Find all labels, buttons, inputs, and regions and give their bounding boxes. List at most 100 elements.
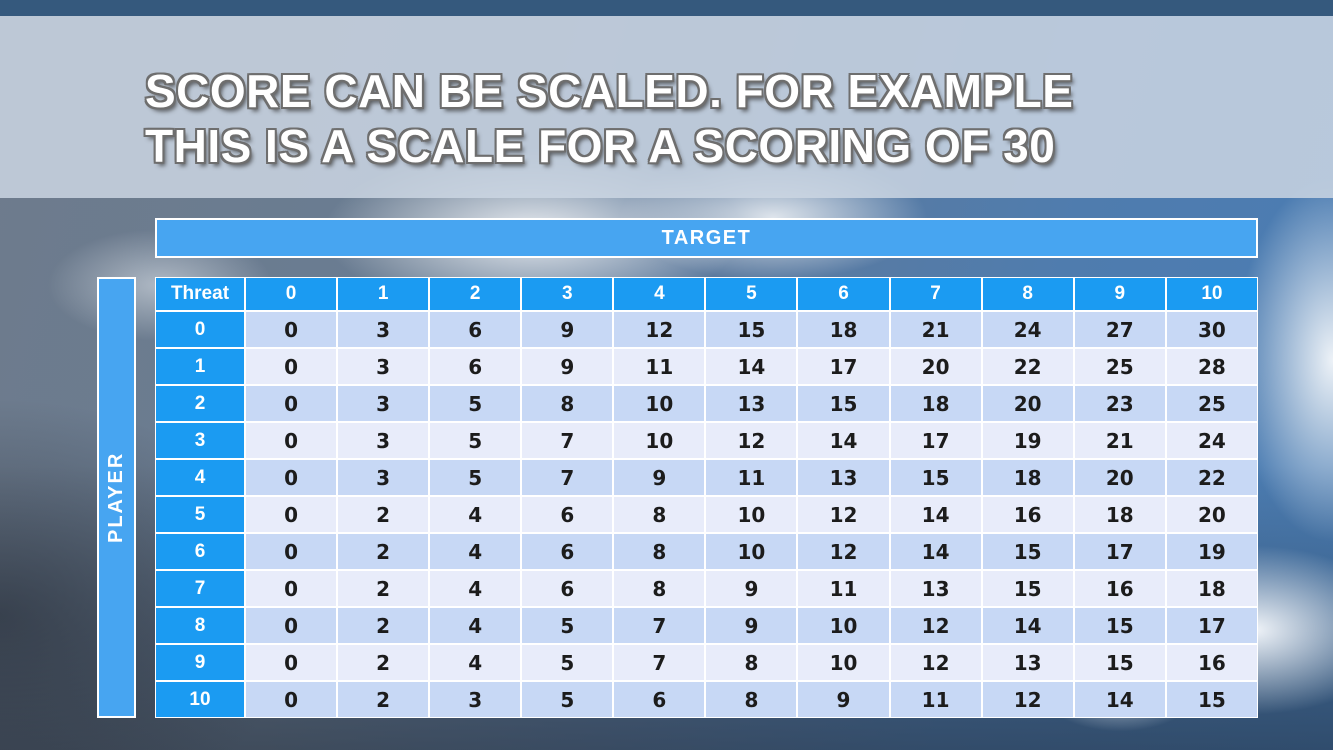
threat-row-label: 10	[155, 681, 245, 718]
score-cell: 2	[337, 681, 430, 718]
score-cell: 9	[613, 459, 706, 496]
score-cell: 18	[1073, 496, 1166, 533]
score-cell: 5	[429, 422, 522, 459]
score-cell: 15	[1073, 644, 1166, 681]
score-cell: 0	[245, 533, 338, 570]
score-cell: 20	[889, 348, 982, 385]
matrix-row: 0 0 3 6 9 12 15 18 21 24 27 30	[155, 311, 1258, 348]
matrix-header-row: Threat 0 1 2 3 4 5 6 7 8 9 10	[155, 277, 1258, 311]
score-cell: 2	[337, 533, 430, 570]
score-cell: 15	[889, 459, 982, 496]
score-cell: 13	[889, 570, 982, 607]
score-cell: 12	[613, 311, 706, 348]
player-axis-bar: PLAYER	[97, 277, 136, 718]
matrix-row: 4 0 3 5 7 9 11 13 15 18 20 22	[155, 459, 1258, 496]
matrix-header: Threat 0 1 2 3 4 5 6 7 8 9 10	[155, 277, 1258, 311]
score-cell: 12	[797, 533, 890, 570]
score-cell: 13	[705, 385, 798, 422]
matrix-row: 8 0 2 4 5 7 9 10 12 14 15 17	[155, 607, 1258, 644]
score-cell: 17	[889, 422, 982, 459]
score-cell: 16	[1165, 644, 1258, 681]
matrix-body: 0 0 3 6 9 12 15 18 21 24 27 30 1 0 3 6 9 11 14 17 20 22 25 28 2 0…	[155, 311, 1258, 718]
score-cell: 0	[245, 311, 338, 348]
score-cell: 15	[705, 311, 798, 348]
score-cell: 7	[521, 459, 614, 496]
score-cell: 4	[429, 533, 522, 570]
target-column-header: 10	[1165, 277, 1258, 311]
score-cell: 30	[1165, 311, 1258, 348]
target-axis-bar: TARGET	[155, 218, 1258, 258]
score-cell: 12	[889, 644, 982, 681]
score-cell: 9	[705, 570, 798, 607]
score-cell: 17	[1073, 533, 1166, 570]
score-cell: 15	[1073, 607, 1166, 644]
score-cell: 27	[1073, 311, 1166, 348]
threat-row-label: 8	[155, 607, 245, 644]
score-cell: 9	[797, 681, 890, 718]
score-cell: 3	[337, 348, 430, 385]
score-cell: 11	[705, 459, 798, 496]
score-cell: 4	[429, 607, 522, 644]
target-axis-label: TARGET	[661, 226, 752, 249]
score-cell: 0	[245, 385, 338, 422]
score-cell: 9	[521, 348, 614, 385]
score-cell: 3	[337, 459, 430, 496]
score-cell: 2	[337, 607, 430, 644]
score-cell: 0	[245, 496, 338, 533]
matrix-row: 10 0 2 3 5 6 8 9 11 12 14 15	[155, 681, 1258, 718]
score-cell: 21	[889, 311, 982, 348]
score-matrix-table: Threat 0 1 2 3 4 5 6 7 8 9 10 0 0 3 6 9 12 15 18 21 24 27 30 1…	[155, 277, 1258, 718]
score-cell: 14	[889, 496, 982, 533]
score-cell: 12	[981, 681, 1074, 718]
score-cell: 24	[981, 311, 1074, 348]
score-cell: 8	[613, 570, 706, 607]
score-cell: 8	[705, 681, 798, 718]
score-cell: 12	[889, 607, 982, 644]
score-cell: 17	[1165, 607, 1258, 644]
score-cell: 20	[981, 385, 1074, 422]
score-cell: 10	[705, 533, 798, 570]
score-cell: 14	[797, 422, 890, 459]
score-cell: 0	[245, 570, 338, 607]
score-cell: 3	[337, 422, 430, 459]
threat-corner-cell: Threat	[155, 277, 245, 311]
score-cell: 23	[1073, 385, 1166, 422]
score-cell: 0	[245, 348, 338, 385]
score-cell: 5	[521, 607, 614, 644]
slide-title-line2: THIS IS A SCALE FOR A SCORING OF 30	[145, 120, 1056, 172]
score-cell: 2	[337, 644, 430, 681]
matrix-row: 6 0 2 4 6 8 10 12 14 15 17 19	[155, 533, 1258, 570]
score-cell: 16	[981, 496, 1074, 533]
score-cell: 14	[705, 348, 798, 385]
score-cell: 10	[797, 644, 890, 681]
threat-row-label: 4	[155, 459, 245, 496]
matrix-row: 3 0 3 5 7 10 12 14 17 19 21 24	[155, 422, 1258, 459]
score-cell: 6	[521, 570, 614, 607]
target-column-header: 5	[705, 277, 798, 311]
score-cell: 9	[705, 607, 798, 644]
score-cell: 18	[797, 311, 890, 348]
score-cell: 10	[797, 607, 890, 644]
score-cell: 3	[337, 311, 430, 348]
score-cell: 2	[337, 570, 430, 607]
score-cell: 10	[705, 496, 798, 533]
score-cell: 0	[245, 681, 338, 718]
score-cell: 14	[981, 607, 1074, 644]
matrix-row: 9 0 2 4 5 7 8 10 12 13 15 16	[155, 644, 1258, 681]
score-cell: 8	[613, 533, 706, 570]
matrix-row: 5 0 2 4 6 8 10 12 14 16 18 20	[155, 496, 1258, 533]
score-cell: 12	[797, 496, 890, 533]
score-cell: 0	[245, 459, 338, 496]
score-cell: 2	[337, 496, 430, 533]
score-cell: 13	[797, 459, 890, 496]
score-cell: 22	[981, 348, 1074, 385]
score-cell: 15	[981, 533, 1074, 570]
score-cell: 20	[1165, 496, 1258, 533]
score-cell: 4	[429, 644, 522, 681]
score-cell: 7	[521, 422, 614, 459]
score-cell: 5	[521, 681, 614, 718]
score-cell: 4	[429, 496, 522, 533]
score-cell: 8	[613, 496, 706, 533]
score-cell: 5	[521, 644, 614, 681]
